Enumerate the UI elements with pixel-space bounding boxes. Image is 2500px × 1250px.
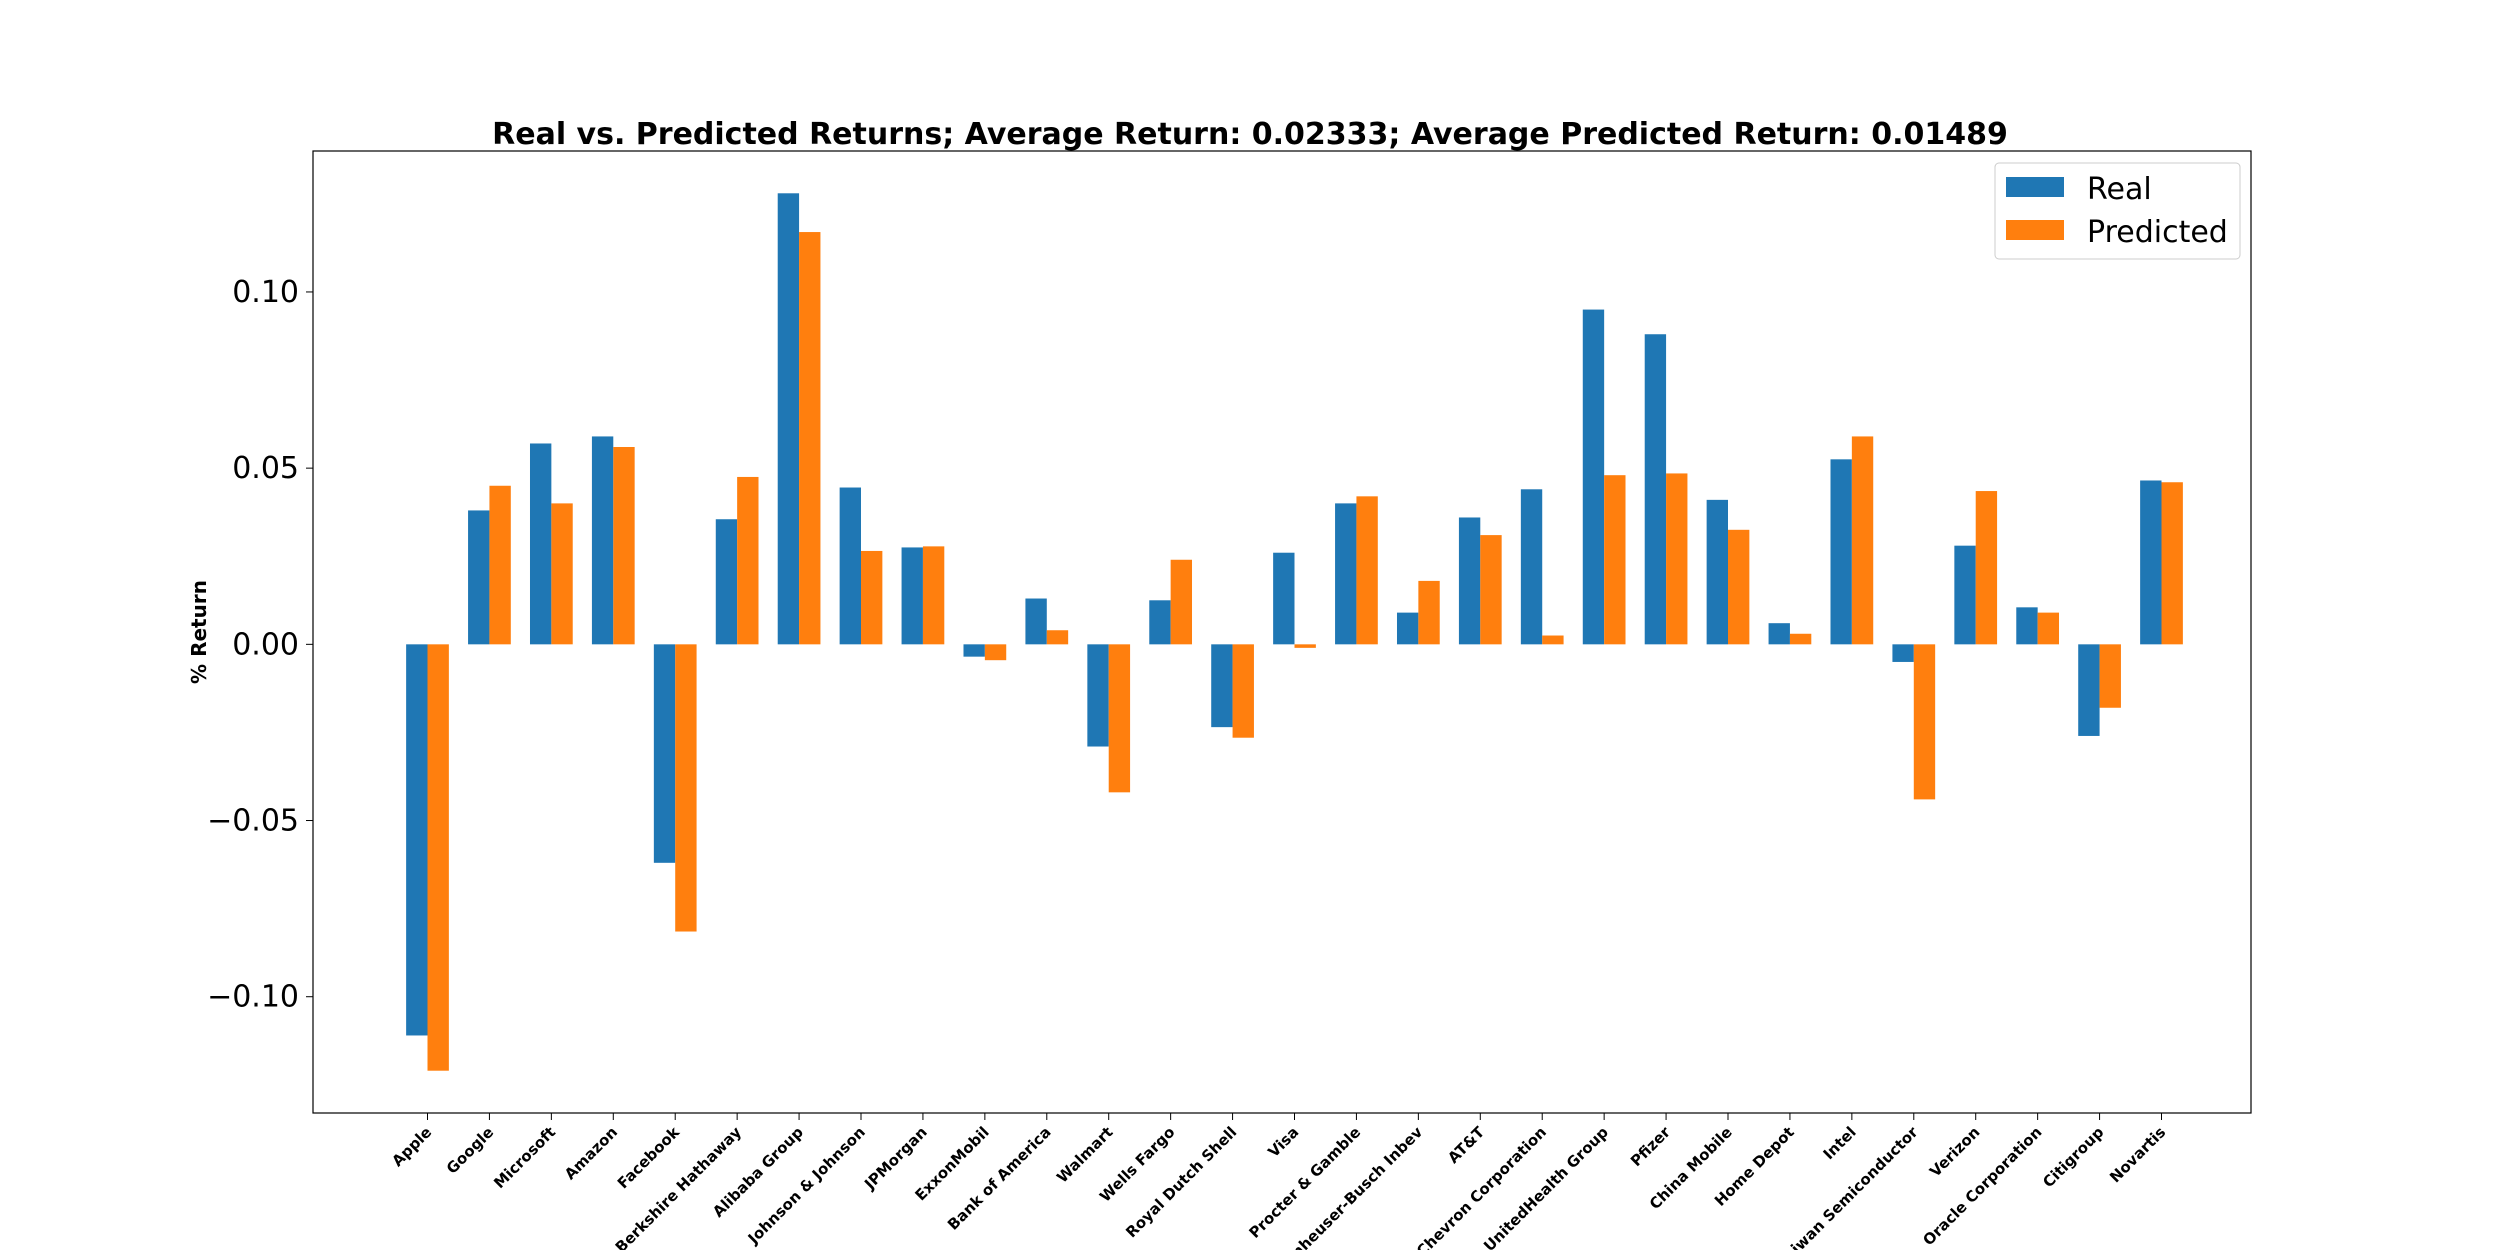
legend-label-predicted: Predicted [2087, 215, 2228, 250]
bar-real-chevron-corporation [1520, 489, 1543, 645]
bar-predicted-microsoft [551, 503, 573, 645]
bar-real-jpmorgan [901, 547, 923, 645]
bar-predicted-citigroup [2099, 644, 2121, 708]
bar-real-anheuser-busch-inbev [1396, 612, 1419, 645]
plot-frame [312, 150, 2252, 1114]
bar-predicted-pfizer [1666, 473, 1688, 645]
bar-real-alibaba-group [777, 193, 800, 645]
y-tick-label: −0.05 [207, 804, 299, 839]
bar-predicted-amazon [613, 447, 635, 645]
y-axis-label: % Return [187, 580, 211, 684]
bar-predicted-royal-dutch-shell [1232, 644, 1254, 738]
bar-predicted-unitedhealth-group [1604, 475, 1626, 645]
bar-predicted-procter-gamble [1356, 496, 1378, 645]
bar-predicted-apple [427, 644, 449, 1071]
bar-real-royal-dutch-shell [1211, 644, 1233, 728]
bar-real-johnson-johnson [839, 487, 861, 645]
bar-real-pfizer [1644, 334, 1667, 645]
bars-group [406, 193, 2183, 1071]
bar-real-verizon [1954, 545, 1976, 645]
bar-predicted-anheuser-busch-inbev [1418, 580, 1440, 645]
bar-predicted-google [489, 485, 511, 645]
legend-label-real: Real [2087, 172, 2152, 207]
bar-predicted-bank-of-america [1046, 630, 1069, 645]
bar-real-at-t [1458, 517, 1481, 645]
y-tick-label: −0.10 [207, 980, 299, 1015]
bar-predicted-alibaba-group [799, 232, 821, 645]
bar-real-intel [1830, 459, 1852, 645]
bar-real-unitedhealth-group [1582, 309, 1605, 645]
bar-predicted-verizon [1975, 491, 1998, 645]
bar-real-apple [406, 644, 428, 1036]
bar-real-citigroup [2078, 644, 2100, 736]
bar-real-walmart [1087, 644, 1109, 747]
bar-predicted-taiwan-semiconductor [1913, 644, 1936, 800]
legend-swatch-predicted [2006, 220, 2064, 240]
bar-predicted-johnson-johnson [861, 550, 883, 645]
bar-real-novartis [2140, 480, 2162, 645]
bar-real-exxonmobil [963, 644, 985, 657]
y-axis-ticks: 0.10 0.05 0.00 −0.05 −0.10 [207, 275, 313, 1015]
bar-predicted-oracle-corporation [2037, 612, 2060, 645]
bar-real-procter-gamble [1335, 503, 1357, 645]
bar-real-google [468, 510, 490, 645]
bar-predicted-home-depot [1789, 633, 1812, 645]
bar-predicted-walmart [1108, 644, 1131, 793]
bar-real-china-mobile [1706, 499, 1728, 645]
bar-predicted-novartis [2161, 482, 2183, 645]
bar-predicted-intel [1851, 436, 1874, 645]
bar-predicted-jpmorgan [922, 546, 945, 645]
bar-real-visa [1273, 552, 1295, 645]
bar-predicted-exxonmobil [984, 644, 1007, 661]
bar-predicted-chevron-corporation [1542, 635, 1564, 645]
legend-swatch-real [2006, 177, 2064, 197]
bar-predicted-wells-fargo [1170, 559, 1193, 645]
bar-real-berkshire-hathaway [715, 519, 738, 645]
y-tick-label: 0.05 [232, 451, 299, 486]
bar-real-oracle-corporation [2016, 607, 2038, 645]
bar-real-taiwan-semiconductor [1892, 644, 1914, 662]
chart-title: Real vs. Predicted Returns; Average Retu… [492, 117, 2008, 152]
bar-real-amazon [591, 436, 614, 645]
bar-predicted-visa [1294, 644, 1316, 648]
bar-real-microsoft [529, 443, 552, 645]
legend: Real Predicted [1994, 162, 2241, 260]
bar-predicted-china-mobile [1728, 529, 1750, 645]
bar-real-wells-fargo [1149, 600, 1171, 645]
y-tick-label: 0.00 [232, 627, 299, 662]
bar-real-home-depot [1768, 623, 1790, 645]
bar-predicted-berkshire-hathaway [737, 476, 759, 645]
bar-real-bank-of-america [1025, 598, 1047, 645]
bar-predicted-facebook [675, 644, 697, 932]
bar-real-facebook [653, 644, 676, 863]
y-tick-label: 0.10 [232, 275, 299, 310]
bar-predicted-at-t [1480, 535, 1502, 645]
